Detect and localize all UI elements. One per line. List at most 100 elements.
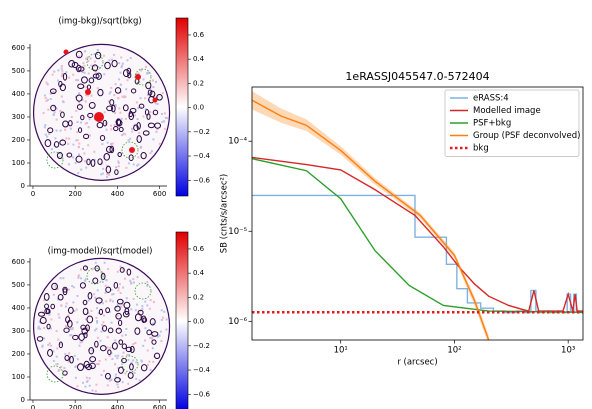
pixel <box>103 73 106 76</box>
pixel <box>38 320 41 323</box>
pixel <box>102 54 105 57</box>
pixel <box>109 124 112 127</box>
pixel <box>112 293 115 296</box>
pixel <box>44 133 47 136</box>
pixel <box>146 72 149 75</box>
pixel <box>85 121 88 124</box>
pixel <box>118 62 121 65</box>
pixel <box>80 277 83 280</box>
pixel <box>119 292 122 295</box>
pixel <box>96 336 99 339</box>
y-tick-label: 500 <box>12 281 25 289</box>
source-ring <box>154 122 162 129</box>
source-ring <box>88 347 95 355</box>
pixel <box>84 122 87 125</box>
pixel <box>42 112 45 115</box>
source-ring <box>107 349 112 356</box>
pixel <box>89 134 92 137</box>
pixel <box>111 300 114 303</box>
pixel <box>144 300 147 303</box>
pixel <box>139 309 142 312</box>
pixel <box>117 366 120 369</box>
pixel <box>67 314 70 317</box>
source-ring <box>149 318 156 326</box>
pixel <box>85 166 88 169</box>
colorbar-tick-label: −0.4 <box>193 366 211 374</box>
pixel <box>80 68 83 71</box>
colorbar-tick-label: −0.2 <box>193 342 210 350</box>
pixel <box>103 111 106 114</box>
source-ring <box>145 81 152 90</box>
pixel <box>163 120 166 123</box>
source-ring <box>63 327 70 333</box>
pixel <box>97 65 100 68</box>
source-ring <box>86 158 91 166</box>
pixel <box>48 313 51 316</box>
source-ring <box>99 345 107 352</box>
source-ring <box>44 139 52 148</box>
pixel <box>149 111 152 114</box>
source-ring <box>49 88 57 94</box>
series-line <box>252 156 583 312</box>
source-ring <box>134 327 141 335</box>
pixel <box>149 152 152 155</box>
source-ring <box>89 356 97 363</box>
pixel <box>51 73 54 76</box>
pixel <box>88 118 91 121</box>
legend-label: bkg <box>473 144 489 154</box>
source-ring <box>53 141 60 148</box>
bright-blob <box>94 112 104 122</box>
pixel <box>62 277 65 280</box>
pixel <box>81 340 84 343</box>
pixel <box>98 359 101 362</box>
pixel <box>160 112 163 115</box>
pixel <box>97 363 100 366</box>
source-ring <box>44 308 50 315</box>
pixel <box>76 294 79 297</box>
pixel <box>117 327 120 330</box>
pixel <box>127 358 130 361</box>
y-tick-label: 10⁻⁴ <box>228 137 247 147</box>
pixel <box>152 322 155 325</box>
pixel <box>76 121 79 124</box>
pixel <box>43 94 46 97</box>
source-ring <box>81 327 89 335</box>
source-ring <box>114 87 122 94</box>
source-ring <box>114 169 119 176</box>
pixel <box>108 170 111 173</box>
pixel <box>121 62 124 65</box>
pixel <box>139 97 142 100</box>
source-ring <box>95 72 102 80</box>
source-ring <box>113 281 119 289</box>
source-ring <box>116 298 124 305</box>
plot-area <box>252 91 583 340</box>
pixel <box>86 379 89 382</box>
pixel <box>72 143 75 146</box>
region <box>134 282 152 300</box>
pixel <box>101 281 104 284</box>
pixel <box>143 339 146 342</box>
pixel <box>105 128 108 131</box>
pixel <box>123 95 126 98</box>
pixel <box>119 305 122 308</box>
pixel <box>78 145 81 148</box>
pixel <box>114 354 117 357</box>
pixel <box>67 288 70 291</box>
pixel <box>96 49 99 52</box>
pixel <box>116 270 119 273</box>
pixel <box>115 305 118 308</box>
bright-blob <box>152 97 158 103</box>
pixel <box>110 321 113 324</box>
pixel <box>71 285 74 288</box>
pixel <box>90 94 93 97</box>
pixel <box>161 120 164 123</box>
pixel <box>50 318 53 321</box>
source-ring <box>72 334 79 341</box>
colorbar-tick-label: 0.6 <box>193 31 205 39</box>
pixel <box>88 292 91 295</box>
pixel <box>102 321 105 324</box>
source-ring <box>60 111 65 118</box>
source-ring <box>109 99 115 106</box>
pixel <box>52 293 55 296</box>
